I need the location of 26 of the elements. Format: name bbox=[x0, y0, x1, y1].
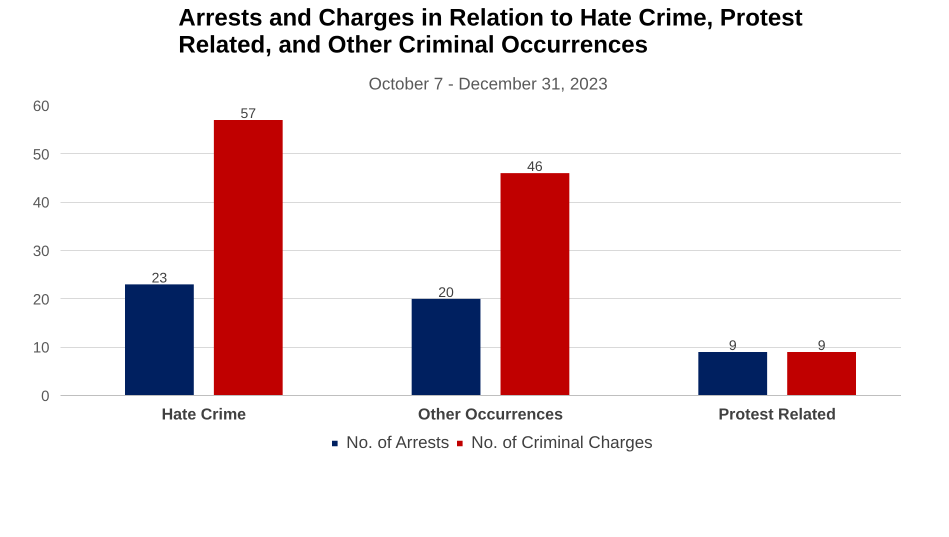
bar bbox=[787, 352, 856, 396]
data-label: 46 bbox=[527, 158, 543, 174]
bar bbox=[698, 352, 768, 396]
data-label: 9 bbox=[728, 337, 737, 353]
data-label: 23 bbox=[152, 269, 168, 286]
data-label: 9 bbox=[818, 337, 826, 353]
y-tick-label: 0 bbox=[41, 388, 50, 405]
data-label: 20 bbox=[438, 284, 454, 300]
legend-label: No. of Criminal Charges bbox=[471, 433, 653, 453]
y-tick-label: 10 bbox=[32, 340, 50, 357]
x-tick-label: Other Occurrences bbox=[418, 406, 564, 424]
bar bbox=[500, 173, 570, 396]
data-label: 57 bbox=[240, 105, 256, 121]
y-tick-label: 30 bbox=[32, 243, 50, 260]
y-tick-label: 60 bbox=[32, 98, 50, 115]
y-tick-label: 20 bbox=[32, 291, 50, 308]
x-tick-label: Protest Related bbox=[718, 406, 836, 424]
legend-label: No. of Arrests bbox=[346, 433, 450, 453]
bar bbox=[412, 298, 480, 396]
y-tick-label: 40 bbox=[32, 194, 50, 212]
chart-title: Arrests and Charges in Relation to Hate Crime, Protest Related, and Other Criminal Occurrences bbox=[178, 4, 803, 58]
chart-subtitle: October 7 - December 31, 2023 bbox=[368, 74, 608, 94]
x-tick-label: Hate Crime bbox=[162, 406, 246, 424]
bar bbox=[125, 284, 194, 396]
y-tick-label: 50 bbox=[32, 146, 50, 164]
bar bbox=[214, 120, 283, 396]
